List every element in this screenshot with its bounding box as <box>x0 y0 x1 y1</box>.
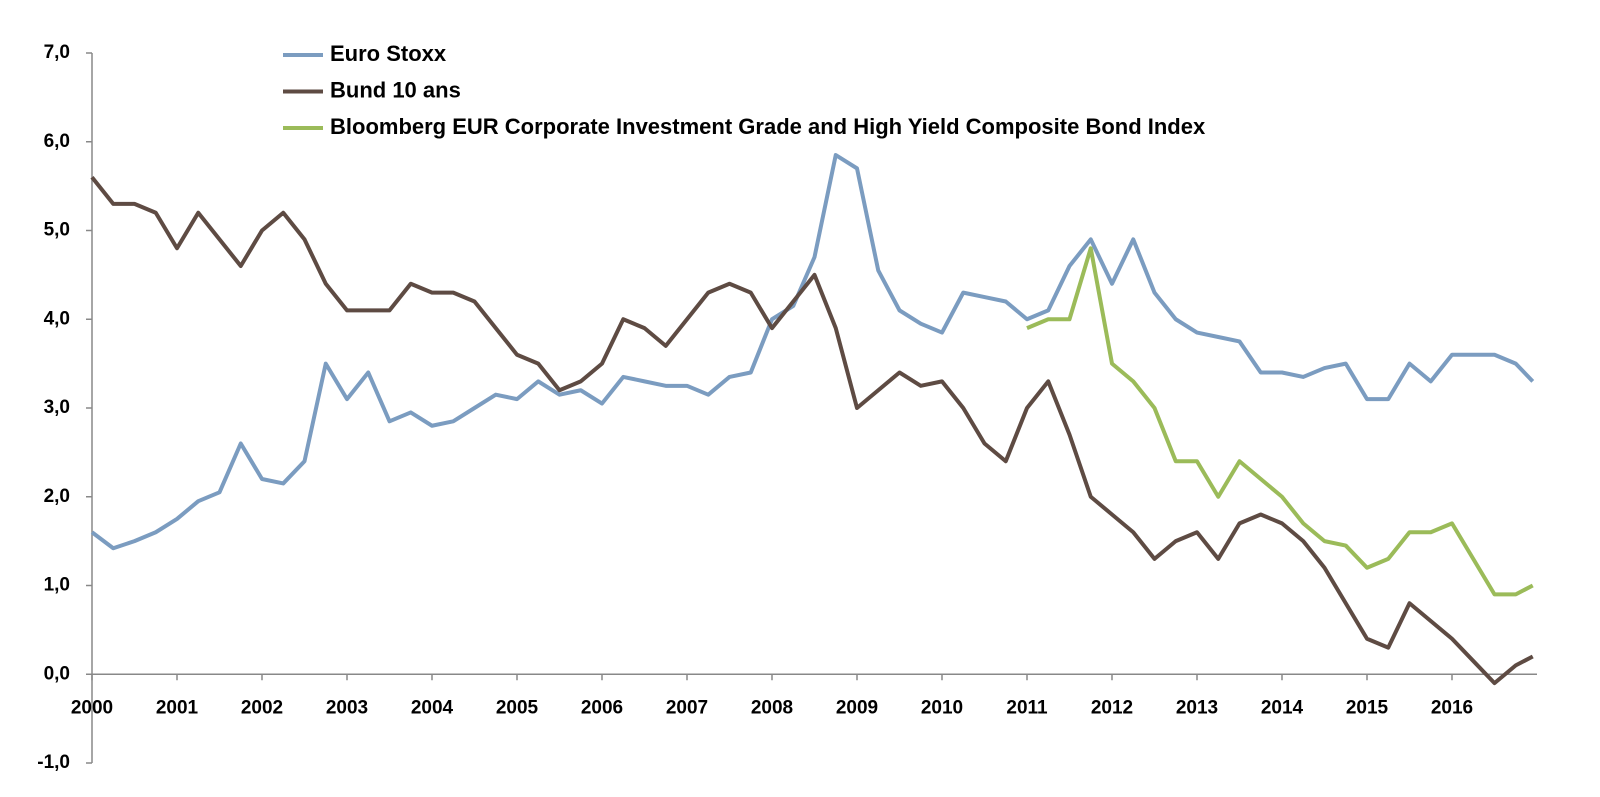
x-tick-label: 2005 <box>496 697 539 718</box>
x-tick-label: 2009 <box>836 697 878 718</box>
x-tick-label: 2001 <box>156 697 199 718</box>
x-tick-label: 2013 <box>1176 697 1218 718</box>
x-tick-label: 2012 <box>1091 697 1133 718</box>
legend-label: Bloomberg EUR Corporate Investment Grade… <box>330 114 1206 139</box>
x-tick-label: 2011 <box>1006 697 1048 718</box>
x-tick-label: 2002 <box>241 697 283 718</box>
legend-label: Bund 10 ans <box>330 77 461 102</box>
x-tick-label: 2015 <box>1346 697 1389 718</box>
series-line <box>1026 246 1534 597</box>
x-tick-label: 2006 <box>581 697 623 718</box>
x-tick-label: 2003 <box>326 697 368 718</box>
series-line <box>90 176 1534 686</box>
y-tick-label: 0,0 <box>44 663 70 684</box>
x-tick-label: 2004 <box>411 697 454 718</box>
x-tick-label: 2010 <box>921 697 963 718</box>
y-tick-label: 2,0 <box>44 486 70 507</box>
y-tick-label: 1,0 <box>44 575 70 596</box>
y-tick-label: 5,0 <box>44 220 70 241</box>
x-tick-label: 2014 <box>1261 697 1304 718</box>
y-tick-label: 3,0 <box>44 397 70 418</box>
y-tick-label: 6,0 <box>44 131 70 152</box>
legend-label: Euro Stoxx <box>330 41 447 66</box>
series-line <box>90 153 1535 551</box>
y-tick-label: 4,0 <box>44 308 70 329</box>
y-tick-label: 7,0 <box>44 42 70 63</box>
y-tick-label: -1,0 <box>37 752 70 773</box>
x-tick-label: 2016 <box>1431 697 1473 718</box>
x-tick-label: 2000 <box>71 697 113 718</box>
x-tick-label: 2007 <box>666 697 708 718</box>
x-tick-label: 2008 <box>751 697 793 718</box>
